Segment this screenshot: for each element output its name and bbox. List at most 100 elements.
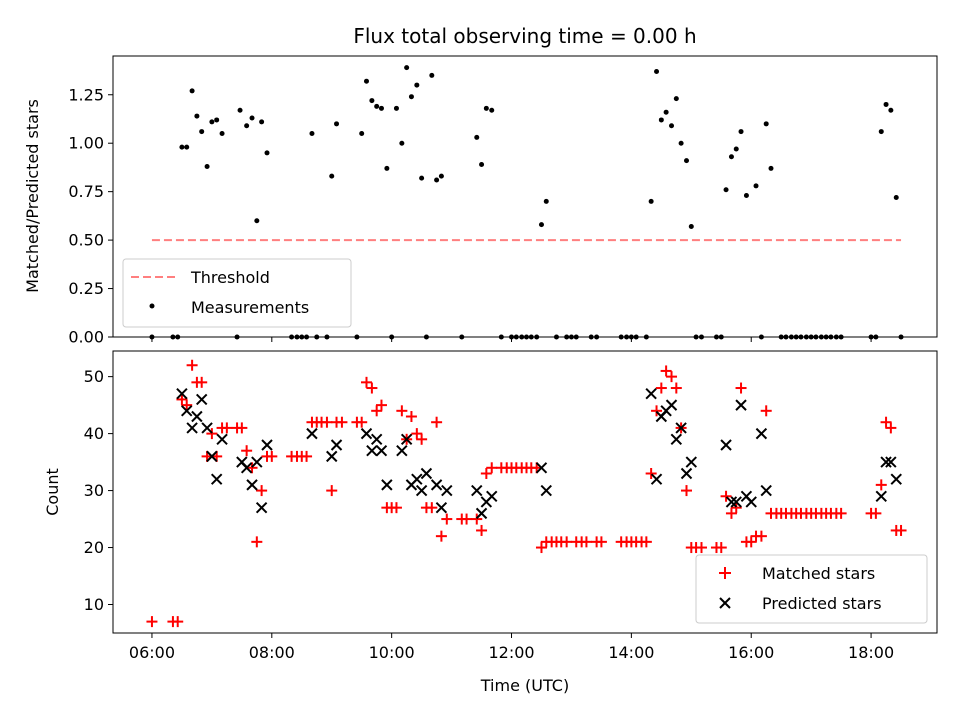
measurement-point (404, 65, 410, 71)
measurement-point (408, 94, 414, 100)
measurement-point (778, 334, 784, 340)
matched-star-point (411, 428, 423, 440)
bottom-x-tick-label: 14:00 (608, 643, 654, 662)
predicted-star-point (306, 427, 318, 440)
predicted-star-point (261, 439, 273, 451)
measurement-point (753, 183, 759, 189)
measurement-point (438, 173, 444, 179)
matched-star-point (172, 616, 184, 628)
matched-star-point (695, 542, 707, 554)
predicted-star-point (675, 422, 687, 434)
matched-star-point (321, 416, 333, 428)
measurement-point (214, 117, 220, 123)
top-panel: 0.00 0.25 0.50 0.75 1.00 1.25 Matched/Predict… (23, 55, 938, 347)
measurement-point (324, 334, 330, 340)
measurement-point (513, 334, 519, 340)
measurement-point (434, 177, 440, 183)
predicted-star-point (411, 473, 423, 485)
bottom-x-tick-label: 06:00 (129, 643, 175, 662)
matched-star-point (745, 536, 757, 548)
measurement-point (663, 109, 669, 115)
predicted-star-point (195, 393, 208, 406)
bottom-y-axis: 10 20 30 40 50 (84, 367, 113, 614)
measurement-point (573, 334, 579, 340)
predicted-star-point (755, 427, 768, 440)
measurement-point (718, 334, 724, 340)
measurement-point (304, 334, 310, 340)
measurement-point (329, 173, 335, 179)
predicted-star-point (760, 484, 772, 497)
matched-star-point (146, 616, 158, 628)
measurement-point (883, 101, 889, 107)
predicted-star-point (206, 450, 218, 463)
predicted-star-point (415, 484, 428, 497)
predicted-star-point (471, 484, 483, 497)
measurement-point (264, 150, 270, 156)
measurement-point (553, 334, 559, 340)
measurement-point (254, 218, 260, 224)
measurement-point (878, 129, 884, 135)
predicted-star-point (670, 433, 683, 446)
measurement-point (818, 334, 824, 340)
predicted-star-point (650, 473, 663, 485)
top-y-tick-label: 0.75 (68, 182, 104, 201)
bottom-panel: 10 20 30 40 50 06:00 08:00 10:00 12:00 14:00 16:0… (43, 350, 938, 695)
predicted-star-point (685, 456, 698, 468)
bottom-y-tick-label: 10 (84, 595, 104, 614)
top-y-tick-label: 0.50 (68, 231, 104, 250)
matched-star-point (301, 450, 313, 462)
measurements-layer (149, 65, 904, 340)
bottom-y-tick-label: 30 (84, 481, 104, 500)
predicted-star-point (535, 462, 548, 474)
predicted-star-point (360, 427, 373, 440)
bottom-y-tick-label: 40 (84, 424, 104, 443)
measurement-point (743, 193, 749, 199)
predicted-star-point (875, 490, 887, 502)
matched-star-point (181, 399, 193, 411)
measurement-point (219, 131, 225, 137)
matched-star-point (416, 433, 428, 445)
measurement-point (658, 117, 664, 123)
bottom-x-axis-label: Time (UTC) (480, 676, 569, 695)
measurement-point (194, 113, 200, 119)
measurement-point (419, 175, 425, 181)
measurement-point (309, 131, 315, 137)
predicted-star-point (880, 456, 892, 468)
measurement-point (509, 334, 515, 340)
matched-star-point (246, 462, 258, 474)
matched-star-point (266, 450, 278, 462)
measurement-point (429, 72, 435, 78)
predicted-star-point (441, 484, 453, 497)
measurement-point (369, 98, 375, 104)
measurement-point (738, 129, 744, 135)
measurement-point (723, 187, 729, 193)
matched-star-point (476, 524, 488, 536)
predicted-star-point (400, 433, 413, 446)
matched-star-point (645, 467, 657, 479)
matched-star-point (360, 376, 372, 388)
predicted-star-point (645, 388, 657, 400)
measurement-point (259, 119, 265, 125)
measurement-point (768, 165, 774, 171)
matched-star-point (561, 536, 573, 548)
predicted-star-point (370, 433, 383, 446)
bottom-x-axis: 06:00 08:00 10:00 12:00 14:00 16:00 18:00 (129, 633, 894, 662)
measurement-point (588, 334, 594, 340)
top-legend: Threshold Measurements (122, 258, 352, 328)
matched-star-point (535, 542, 547, 554)
measurement-point (873, 334, 879, 340)
matched-star-point (870, 507, 882, 519)
measurement-point (209, 119, 215, 125)
measurement-point (538, 222, 544, 228)
measurement-point (384, 165, 390, 171)
measurement-point (803, 334, 809, 340)
predicted-star-point (240, 462, 253, 474)
matched-star-point (196, 376, 208, 388)
measurement-point (314, 334, 320, 340)
measurement-point (808, 334, 814, 340)
measurement-point (459, 334, 465, 340)
measurement-point (483, 105, 489, 111)
predicted-star-point (885, 456, 897, 468)
measurement-point (758, 334, 764, 340)
measurement-point (688, 224, 694, 230)
